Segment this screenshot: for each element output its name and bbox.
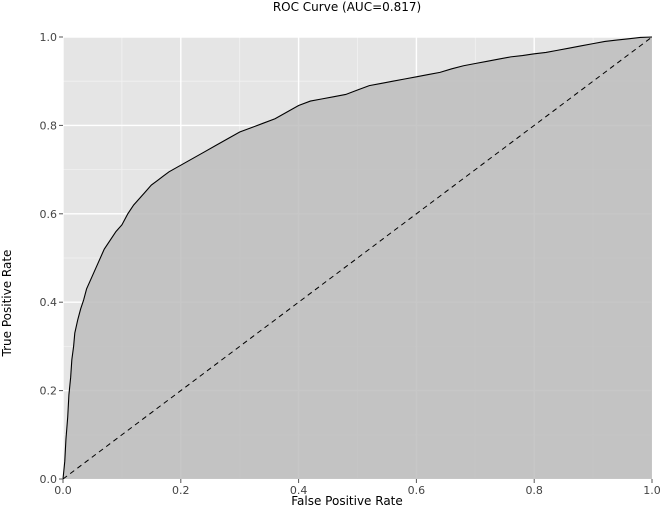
chance-diagonal-line bbox=[62, 36, 653, 480]
y-axis-title: True Positive Rate bbox=[0, 250, 14, 358]
plot-area: 0.0 0.2 0.4 0.6 0.8 1.0 0.0 0.2 0.4 0.6 0.8 1.0 bbox=[40, 31, 661, 497]
x-tick-label: 0.2 bbox=[172, 484, 190, 497]
x-axis-title: False Positive Rate bbox=[291, 494, 403, 508]
x-tick-label: 0.6 bbox=[408, 484, 426, 497]
y-tick-label: 0.6 bbox=[40, 208, 58, 221]
x-tick-label: 0.4 bbox=[290, 484, 308, 497]
roc-curve-line bbox=[62, 36, 653, 480]
y-tick-label: 0.2 bbox=[40, 385, 58, 398]
x-tick-label: 1.0 bbox=[643, 484, 661, 497]
y-tick-label: 0.8 bbox=[40, 119, 58, 132]
y-tick-label: 1.0 bbox=[40, 31, 58, 44]
chart-title: ROC Curve (AUC=0.817) bbox=[273, 0, 421, 14]
x-tick-label: 0.8 bbox=[525, 484, 543, 497]
y-tick-label: 0.4 bbox=[40, 296, 58, 309]
x-tick-label: 0.0 bbox=[54, 484, 72, 497]
y-tick-label: 0.0 bbox=[40, 473, 58, 486]
